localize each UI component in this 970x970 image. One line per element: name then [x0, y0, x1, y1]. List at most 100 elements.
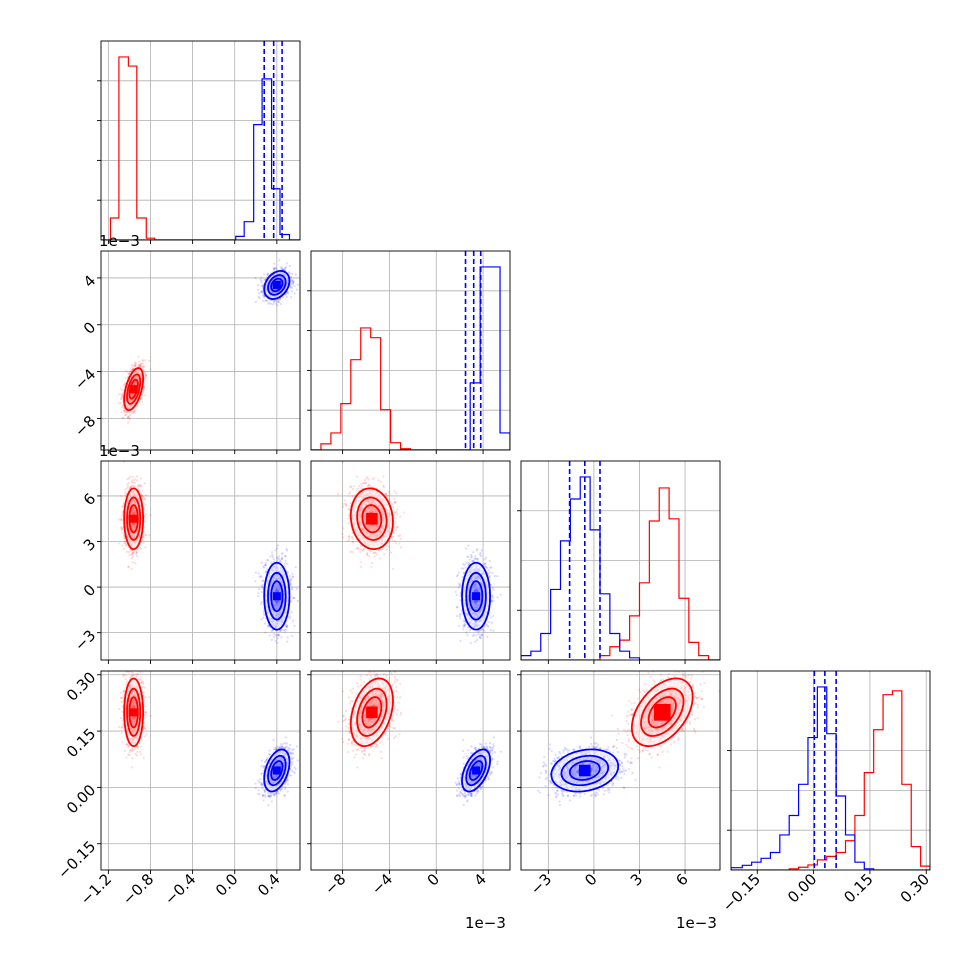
scatter-point	[142, 366, 145, 369]
scatter-point	[119, 401, 122, 404]
scatter-point	[143, 482, 147, 485]
scatter-point	[130, 366, 133, 369]
panel-content	[117, 259, 299, 424]
scatter-point	[129, 413, 132, 417]
scatter-point	[261, 289, 264, 292]
scatter-point	[290, 611, 294, 614]
scatter-point	[141, 400, 144, 403]
scatter-point	[132, 551, 135, 554]
scatter-point	[127, 416, 131, 419]
scatter-point	[143, 497, 146, 500]
scatter-point	[125, 410, 128, 413]
scatter-point	[122, 417, 125, 420]
scatter-point	[134, 363, 137, 366]
scatter-point	[286, 640, 289, 643]
scatter-point	[131, 475, 135, 479]
scatter-point	[139, 547, 143, 550]
scatter-point	[260, 590, 263, 594]
scatter-point	[131, 561, 134, 564]
scatter-point	[130, 480, 134, 483]
scatter-point	[139, 484, 143, 487]
scatter-point	[142, 368, 145, 371]
scatter-point	[122, 501, 126, 504]
scatter-point	[260, 290, 263, 294]
scatter-point	[296, 599, 299, 602]
scatter-point	[260, 285, 263, 288]
scatter-point	[274, 302, 277, 305]
density-peak	[129, 514, 138, 523]
scatter-point	[286, 636, 289, 639]
scatter-point	[286, 562, 289, 565]
scatter-point	[288, 575, 291, 578]
scatter-point	[138, 360, 141, 363]
scatter-point	[121, 394, 124, 398]
scatter-point	[130, 567, 133, 570]
scatter-point	[261, 284, 264, 287]
scatter-point	[290, 285, 293, 288]
scatter-point	[125, 486, 129, 490]
scatter-point	[273, 300, 276, 303]
scatter-point	[139, 364, 142, 368]
scatter-point	[131, 555, 135, 558]
y-tick-label: −3	[71, 626, 99, 654]
scatter-point	[254, 571, 257, 574]
scatter-point	[140, 494, 143, 497]
scatter-point	[141, 396, 144, 399]
scatter-point	[272, 300, 275, 304]
scatter-point	[120, 397, 123, 400]
scatter-point	[144, 372, 147, 375]
scatter-point	[124, 414, 127, 417]
scatter-point	[280, 267, 284, 271]
scatter-point	[117, 518, 121, 521]
scatter-point	[257, 295, 260, 298]
scatter-point	[144, 503, 147, 506]
scatter-point	[121, 505, 124, 508]
y-tick-label: −4	[71, 365, 99, 393]
scatter-point	[130, 553, 133, 556]
scatter-point	[260, 281, 263, 284]
scatter-point	[138, 365, 141, 368]
scatter-point	[144, 359, 147, 362]
scatter-point	[289, 272, 292, 275]
scatter-point	[143, 365, 146, 368]
scatter-point	[145, 374, 148, 377]
scatter-point	[261, 294, 265, 297]
scatter-point	[266, 300, 269, 303]
histogram-red-series	[101, 56, 300, 240]
scatter-point	[292, 281, 295, 284]
scatter-point	[269, 555, 272, 558]
scatter-point	[139, 397, 143, 400]
scatter-point	[125, 369, 128, 372]
scatter-point	[290, 586, 294, 589]
scatter-point	[143, 516, 146, 519]
scatter-point	[260, 618, 263, 621]
scatter-point	[149, 368, 152, 371]
scatter-point	[259, 278, 262, 281]
scatter-point	[131, 363, 134, 367]
scatter-point	[134, 562, 137, 565]
scatter-point	[144, 375, 148, 378]
scatter-point	[119, 526, 122, 529]
scatter-point	[282, 268, 285, 271]
scatter-point	[134, 409, 137, 412]
scatter-point	[274, 299, 277, 302]
scatter-point	[144, 534, 147, 537]
scatter-point	[133, 410, 136, 413]
scatter-point	[143, 376, 147, 379]
scatter-point	[145, 534, 148, 537]
scatter-point	[290, 577, 293, 580]
scatter-point	[285, 548, 288, 551]
scatter-point	[290, 276, 293, 279]
scatter-point	[134, 364, 137, 367]
scatter-point	[131, 479, 134, 482]
scatter-point	[122, 409, 126, 412]
grid	[311, 251, 510, 450]
contour-line	[126, 373, 142, 405]
scatter-point	[259, 291, 263, 294]
scatter-point	[265, 299, 268, 302]
scatter-point	[261, 291, 265, 294]
scatter-point	[280, 636, 283, 639]
scatter-point	[144, 373, 148, 376]
scatter-point	[260, 279, 263, 283]
